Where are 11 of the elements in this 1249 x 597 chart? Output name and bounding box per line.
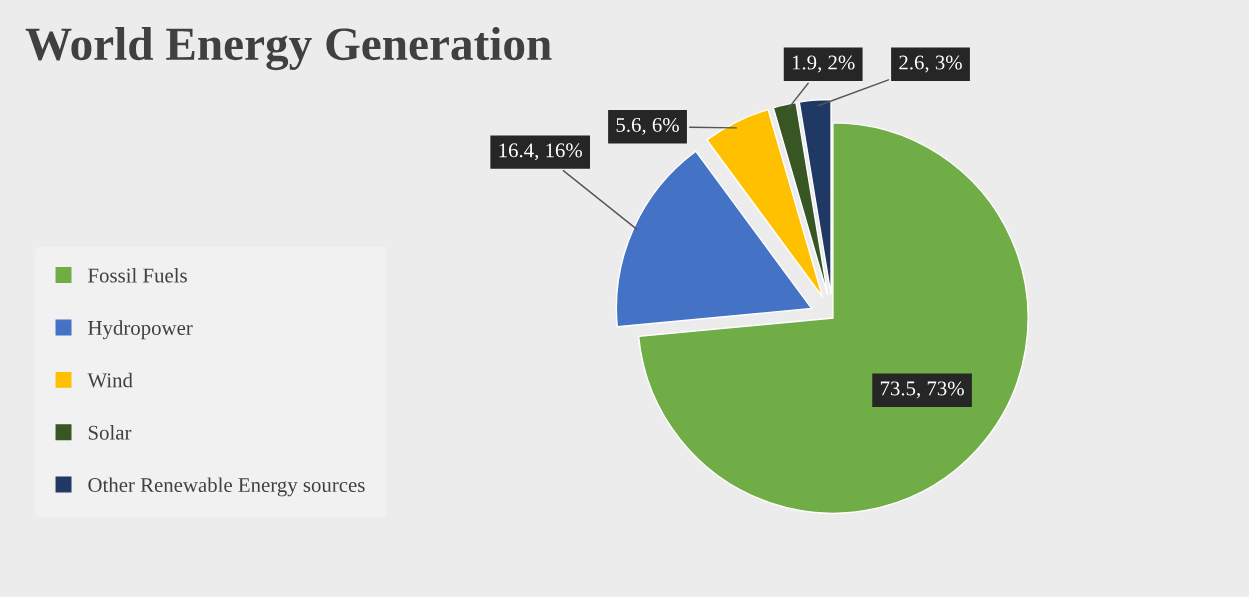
data-label: 73.5, 73% bbox=[880, 381, 964, 399]
data-label: 2.6, 3% bbox=[899, 55, 962, 73]
legend-label: Fossil Fuels bbox=[88, 267, 187, 283]
legend-label: Hydropower bbox=[88, 320, 193, 340]
legend-label: Solar bbox=[88, 425, 132, 440]
data-label: 16.4, 16% bbox=[499, 143, 583, 161]
legend-label: Other Renewable Energy sources bbox=[88, 477, 365, 497]
legend-label: Wind bbox=[87, 372, 133, 388]
data-label: 1.9, 2% bbox=[792, 55, 855, 73]
chart-title: World Energy Generation bbox=[25, 26, 552, 71]
data-label: 5.6, 6% bbox=[616, 117, 679, 135]
